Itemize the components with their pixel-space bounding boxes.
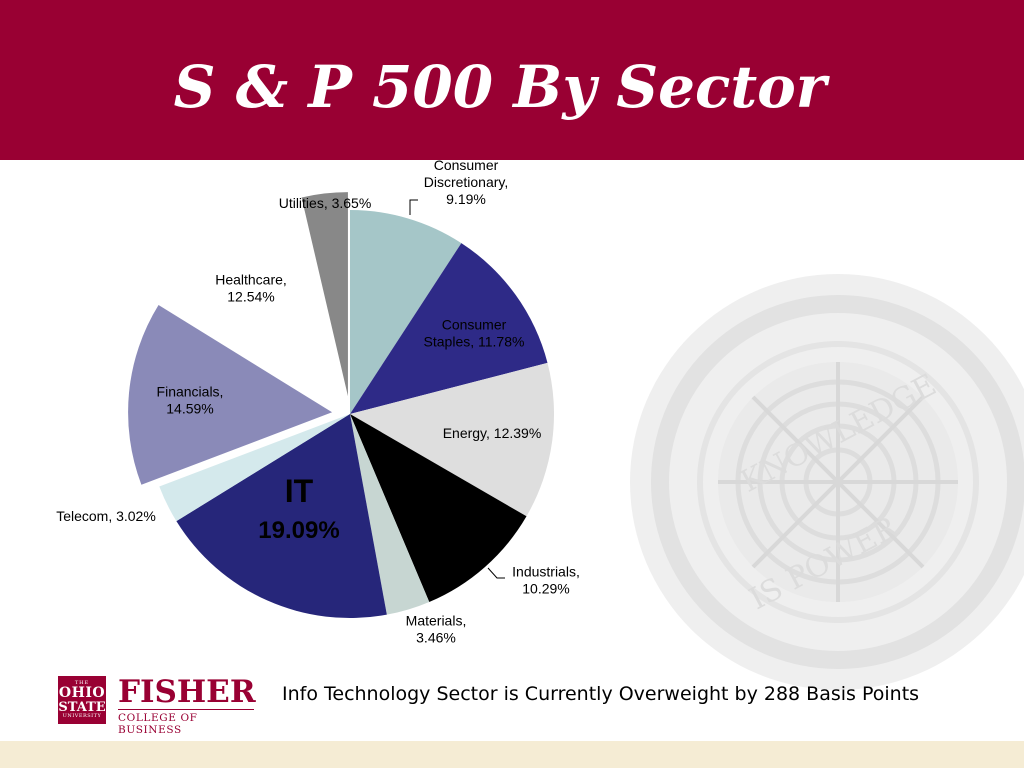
university-seal-watermark-icon: KNOWLEDGE IS POWER — [630, 274, 1024, 690]
leader-line-consumer-discretionary — [409, 199, 418, 215]
slice-label-financials: Financials, 14.59% — [157, 384, 224, 417]
slice-label-industrials: Industrials, 10.29% — [512, 564, 580, 597]
pie-slice-energy — [350, 362, 555, 517]
slice-label-materials: Materials, 3.46% — [406, 613, 467, 646]
logo-line1: THE — [74, 679, 90, 686]
logo-line2: OHIO — [58, 684, 106, 701]
title-bar: S & P 500 By Sector — [0, 0, 1024, 160]
logo-line4: UNIVERSITY — [62, 713, 102, 720]
ohio-state-logo-box: THE OHIO STATE UNIVERSITY — [58, 676, 106, 724]
logo-line3: STATE — [58, 699, 106, 715]
slice-label-healthcare: Healthcare, 12.54% — [215, 272, 287, 305]
pie-slice-consumer-discretionary — [350, 210, 462, 414]
slice-label-energy: Energy, 12.39% — [443, 425, 542, 441]
fisher-logo: THE OHIO STATE UNIVERSITY FISHER COLLEGE… — [58, 674, 258, 736]
slice-label-it: IT 19.09% — [258, 473, 339, 544]
pie-slice-industrials — [350, 414, 527, 602]
leader-line-industrials — [487, 567, 505, 579]
bottom-band — [0, 741, 1024, 768]
logo-subtitle: COLLEGE OF BUSINESS — [118, 712, 198, 736]
pie-slice-financials — [128, 305, 333, 485]
pie-slice-utilities — [301, 192, 348, 397]
pie-slice-telecom — [159, 414, 350, 522]
slide-title: S & P 500 By Sector — [173, 53, 827, 121]
logo-name: FISHER — [118, 674, 256, 710]
footnote: Info Technology Sector is Currently Over… — [282, 683, 920, 705]
pie-slice-it — [176, 414, 387, 618]
slice-label-consumer-staples: Consumer Staples, 11.78% — [424, 317, 525, 350]
slice-label-telecom: Telecom, 3.02% — [56, 508, 156, 524]
pie-slice-materials — [350, 414, 430, 615]
pie-slice-consumer-staples — [350, 243, 548, 414]
slice-label-consumer-discretionary: Consumer Discretionary, 9.19% — [424, 157, 509, 207]
slice-label-utilities: Utilities, 3.65% — [279, 195, 372, 211]
pie-slice-healthcare — [165, 200, 341, 401]
logo-rule — [118, 709, 254, 710]
